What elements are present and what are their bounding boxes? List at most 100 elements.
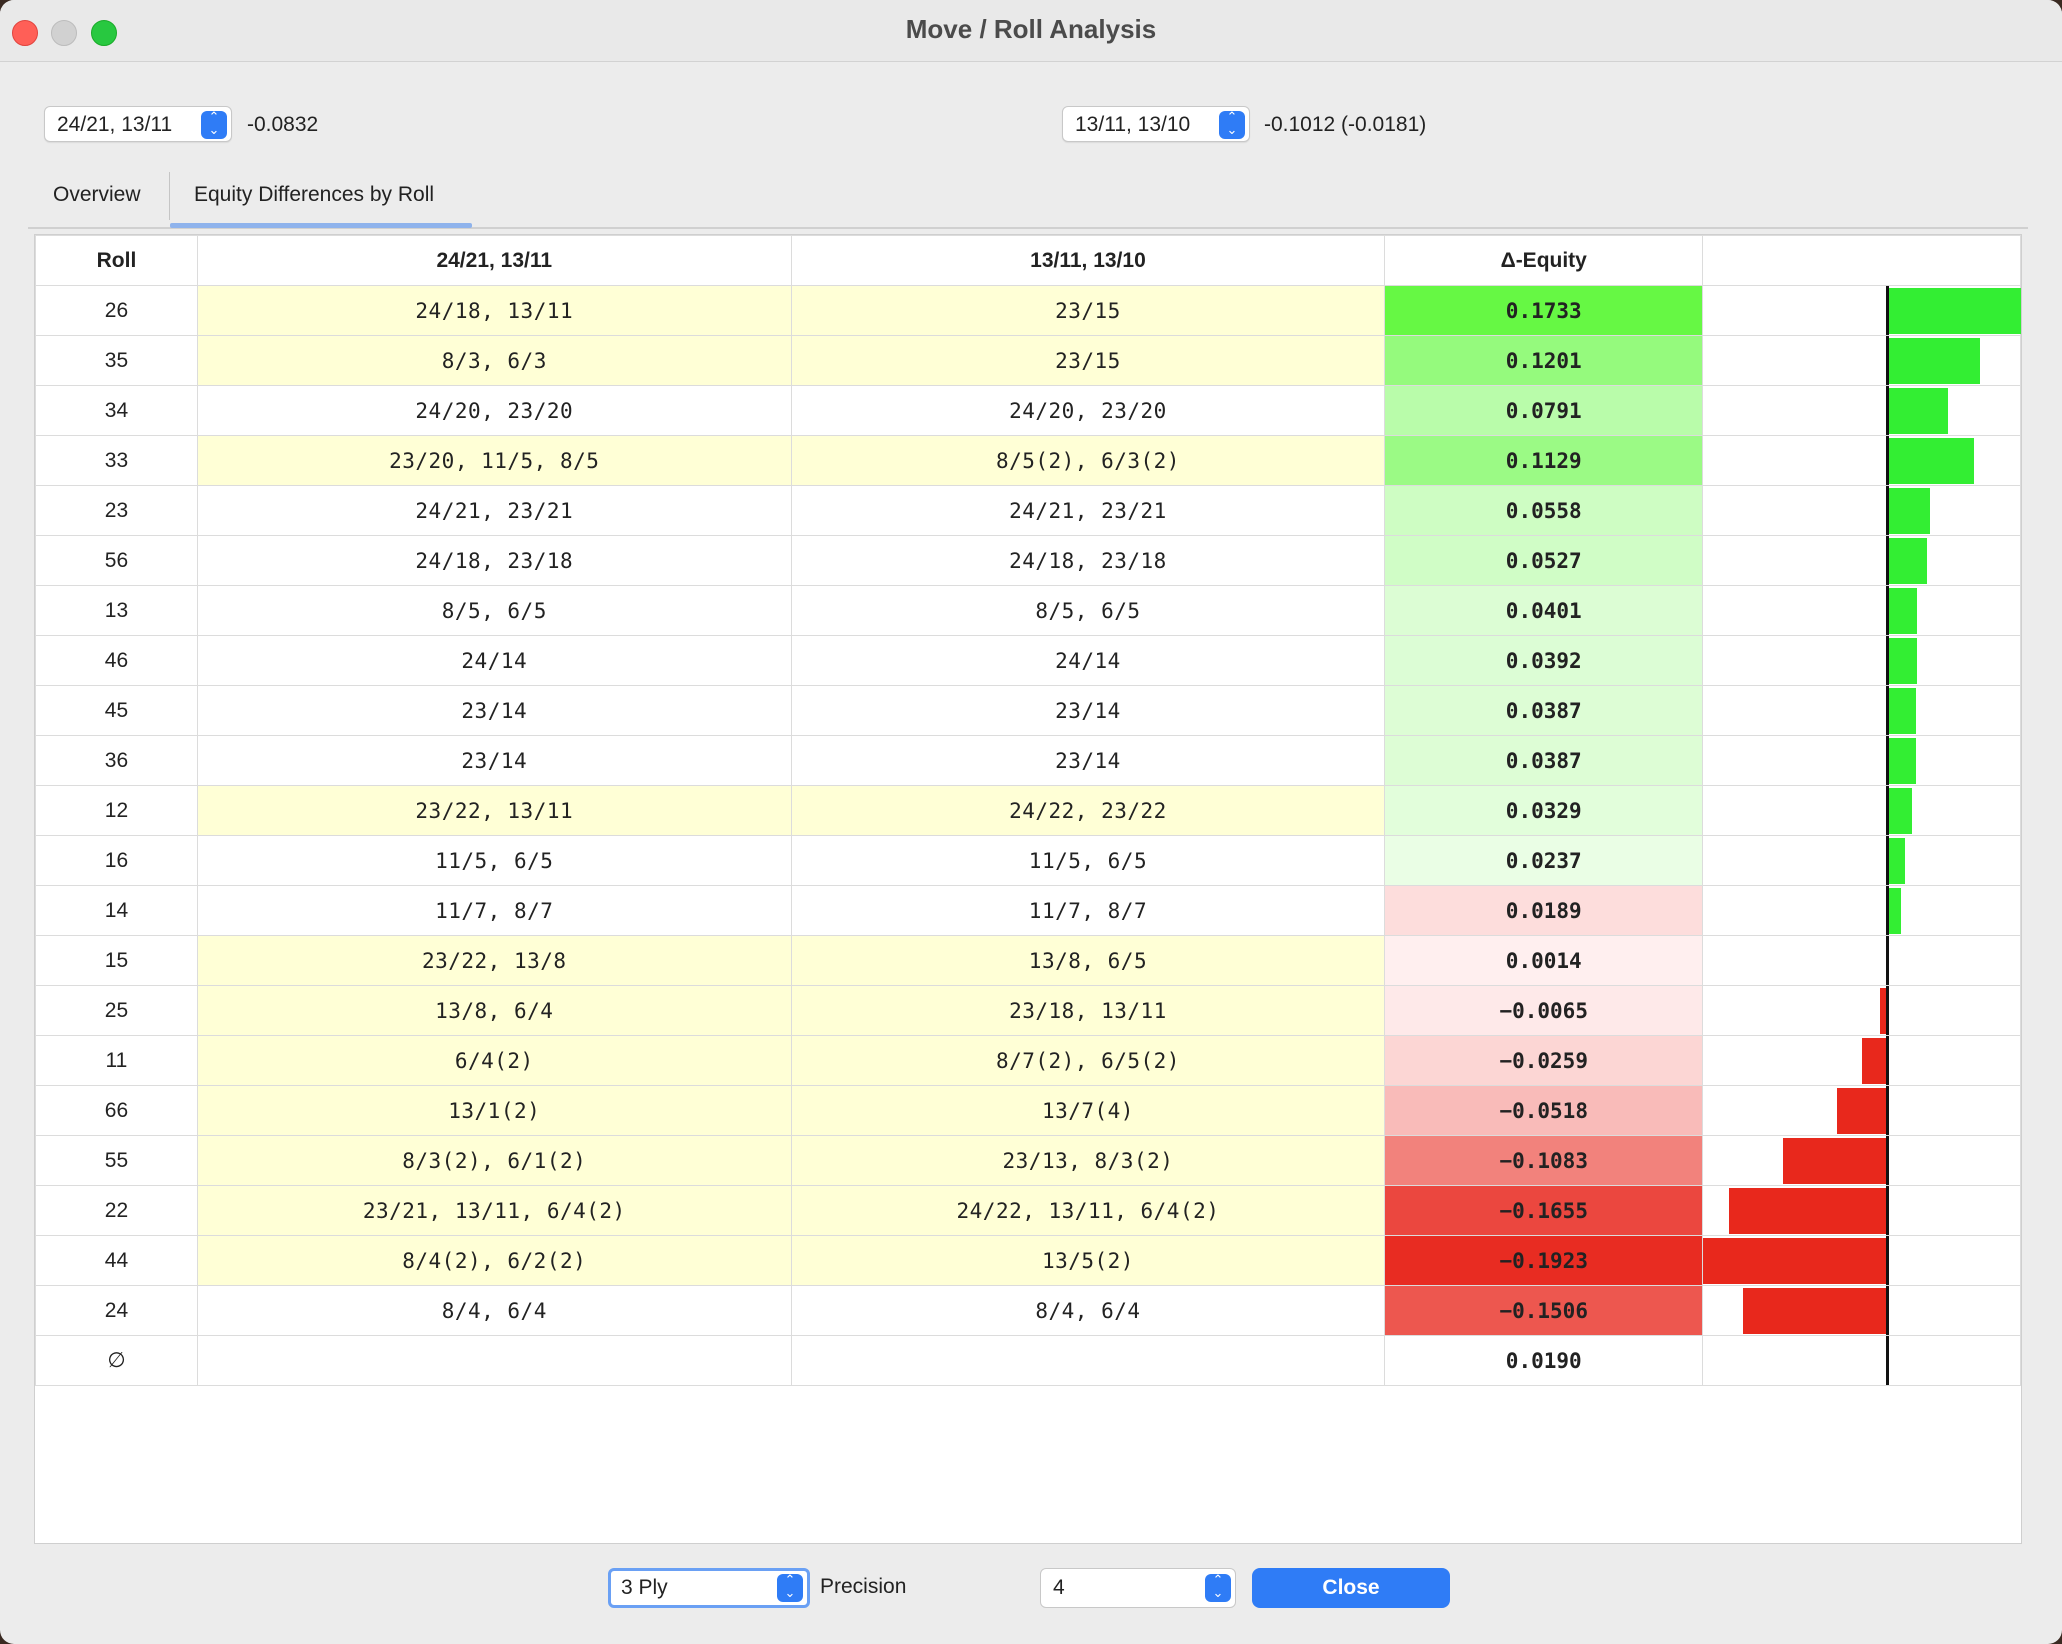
zero-axis xyxy=(1886,786,1890,835)
move-b-cell: 8/4, 6/4 xyxy=(790,1285,1386,1336)
table-row[interactable]: 24 8/4, 6/4 8/4, 6/4 −0.1506 xyxy=(35,1285,2021,1336)
equity-bar xyxy=(1886,688,1917,734)
zero-axis xyxy=(1886,286,1890,335)
move-b-cell: 13/5(2) xyxy=(790,1235,1386,1286)
table-row[interactable]: 13 8/5, 6/5 8/5, 6/5 0.0401 xyxy=(35,585,2021,636)
table-row[interactable]: 36 23/14 23/14 0.0387 xyxy=(35,735,2021,786)
move-b-cell: 23/18, 13/11 xyxy=(790,985,1386,1036)
move-b-cell: 8/7(2), 6/5(2) xyxy=(790,1035,1386,1086)
table-row[interactable]: 35 8/3, 6/3 23/15 0.1201 xyxy=(35,335,2021,386)
header-move-b[interactable]: 13/11, 13/10 xyxy=(790,235,1386,286)
zero-axis xyxy=(1886,986,1890,1035)
move-a-select[interactable]: 24/21, 13/11 ⌃ ⌄ xyxy=(44,106,232,142)
equity-bar xyxy=(1728,1188,1887,1234)
bar-cell xyxy=(1702,535,2021,586)
table-row[interactable]: 46 24/14 24/14 0.0392 xyxy=(35,635,2021,686)
minimize-window-button[interactable] xyxy=(51,20,77,46)
table-row[interactable]: 34 24/20, 23/20 24/20, 23/20 0.0791 xyxy=(35,385,2021,436)
table-row[interactable]: 26 24/18, 13/11 23/15 0.1733 xyxy=(35,285,2022,336)
bar-cell xyxy=(1702,1035,2021,1086)
table-row[interactable]: 55 8/3(2), 6/1(2) 23/13, 8/3(2) −0.1083 xyxy=(35,1135,2021,1186)
move-a-cell: 11/7, 8/7 xyxy=(196,885,792,936)
move-a-cell: 23/21, 13/11, 6/4(2) xyxy=(196,1185,792,1236)
delta-equity-cell: 0.0237 xyxy=(1384,835,1704,886)
table-row[interactable]: 16 11/5, 6/5 11/5, 6/5 0.0237 xyxy=(35,835,2021,886)
roll-cell: 26 xyxy=(35,285,198,336)
zero-axis xyxy=(1886,1136,1890,1185)
bar-cell xyxy=(1702,635,2021,686)
equity-bar xyxy=(1886,488,1930,534)
roll-cell: 36 xyxy=(35,735,198,786)
equity-bar xyxy=(1886,588,1918,634)
header-roll[interactable]: Roll xyxy=(35,235,198,286)
move-b-cell: 24/22, 23/22 xyxy=(790,785,1386,836)
header-move-a[interactable]: 24/21, 13/11 xyxy=(196,235,792,286)
zero-axis xyxy=(1886,886,1890,935)
roll-cell: 24 xyxy=(35,1285,198,1336)
delta-equity-cell: −0.0259 xyxy=(1384,1035,1704,1086)
equity-bar xyxy=(1886,288,2022,334)
table-row[interactable]: 56 24/18, 23/18 24/18, 23/18 0.0527 xyxy=(35,535,2021,586)
move-b-select[interactable]: 13/11, 13/10 ⌃ ⌄ xyxy=(1062,106,1250,142)
move-b-cell: 13/7(4) xyxy=(790,1085,1386,1136)
equity-differences-table-panel[interactable]: Roll 24/21, 13/11 13/11, 13/10 Δ-Equity … xyxy=(34,234,2022,1544)
window-title: Move / Roll Analysis xyxy=(905,14,1157,44)
move-a-cell: 8/4, 6/4 xyxy=(196,1285,792,1336)
summary-row[interactable]: ∅ 0.0190 xyxy=(35,1335,2021,1386)
equity-bar xyxy=(1886,738,1917,784)
close-window-button[interactable] xyxy=(12,20,38,46)
bar-cell xyxy=(1702,885,2021,936)
zero-axis xyxy=(1886,586,1890,635)
table-row[interactable]: 33 23/20, 11/5, 8/5 8/5(2), 6/3(2) 0.1129 xyxy=(35,435,2021,486)
tab-equity-differences[interactable]: Equity Differences by Roll xyxy=(194,183,435,206)
chevron-updown-icon: ⌃ ⌄ xyxy=(1205,1573,1231,1602)
tab-overview[interactable]: Overview xyxy=(53,183,141,206)
delta-equity-cell: 0.1733 xyxy=(1384,285,1704,336)
delta-equity-cell: −0.1655 xyxy=(1384,1185,1704,1236)
table-header-row: Roll 24/21, 13/11 13/11, 13/10 Δ-Equity xyxy=(35,235,2021,286)
summary-move-b-cell xyxy=(790,1335,1386,1386)
table-row[interactable]: 15 23/22, 13/8 13/8, 6/5 0.0014 xyxy=(35,935,2021,986)
bar-cell xyxy=(1702,1235,2021,1286)
move-a-cell: 23/14 xyxy=(196,735,792,786)
summary-move-a-cell xyxy=(196,1335,792,1386)
close-button[interactable]: Close xyxy=(1252,1568,1450,1608)
header-delta-equity[interactable]: Δ-Equity xyxy=(1384,235,1704,286)
tab-bar-divider xyxy=(28,227,2028,229)
move-a-cell: 8/4(2), 6/2(2) xyxy=(196,1235,792,1286)
table-row[interactable]: 22 23/21, 13/11, 6/4(2) 24/22, 13/11, 6/4(… xyxy=(35,1185,2021,1236)
table-row[interactable]: 12 23/22, 13/11 24/22, 23/22 0.0329 xyxy=(35,785,2021,836)
delta-equity-cell: 0.1129 xyxy=(1384,435,1704,486)
table-row[interactable]: 11 6/4(2) 8/7(2), 6/5(2) −0.0259 xyxy=(35,1035,2021,1086)
equity-differences-table: Roll 24/21, 13/11 13/11, 13/10 Δ-Equity … xyxy=(35,235,2022,1386)
roll-cell: 14 xyxy=(35,885,198,936)
zero-axis xyxy=(1886,1036,1890,1085)
zero-axis xyxy=(1886,486,1890,535)
roll-cell: 15 xyxy=(35,935,198,986)
table-row[interactable]: 66 13/1(2) 13/7(4) −0.0518 xyxy=(35,1085,2021,1136)
move-b-cell: 24/18, 23/18 xyxy=(790,535,1386,586)
move-b-cell: 24/22, 13/11, 6/4(2) xyxy=(790,1185,1386,1236)
precision-select[interactable]: 4 ⌃ ⌄ xyxy=(1040,1568,1236,1608)
table-row[interactable]: 23 24/21, 23/21 24/21, 23/21 0.0558 xyxy=(35,485,2021,536)
ply-select[interactable]: 3 Ply ⌃ ⌄ xyxy=(608,1568,810,1608)
move-b-cell: 11/7, 8/7 xyxy=(790,885,1386,936)
table-row[interactable]: 45 23/14 23/14 0.0387 xyxy=(35,685,2021,736)
move-b-cell: 23/14 xyxy=(790,685,1386,736)
table-row[interactable]: 14 11/7, 8/7 11/7, 8/7 0.0189 xyxy=(35,885,2021,936)
equity-bar xyxy=(1783,1138,1887,1184)
move-b-cell: 23/15 xyxy=(790,335,1386,386)
zoom-window-button[interactable] xyxy=(91,20,117,46)
roll-cell: 56 xyxy=(35,535,198,586)
table-row[interactable]: 25 13/8, 6/4 23/18, 13/11 −0.0065 xyxy=(35,985,2021,1036)
bar-cell xyxy=(1702,1135,2021,1186)
equity-bar xyxy=(1886,838,1905,884)
move-b-equity: -0.1012 (-0.0181) xyxy=(1264,113,1427,136)
header-bar xyxy=(1702,235,2021,286)
table-row[interactable]: 44 8/4(2), 6/2(2) 13/5(2) −0.1923 xyxy=(35,1235,2021,1286)
bar-cell xyxy=(1702,1285,2021,1336)
roll-cell: 45 xyxy=(35,685,198,736)
bar-cell xyxy=(1702,435,2021,486)
bar-cell xyxy=(1702,1085,2021,1136)
